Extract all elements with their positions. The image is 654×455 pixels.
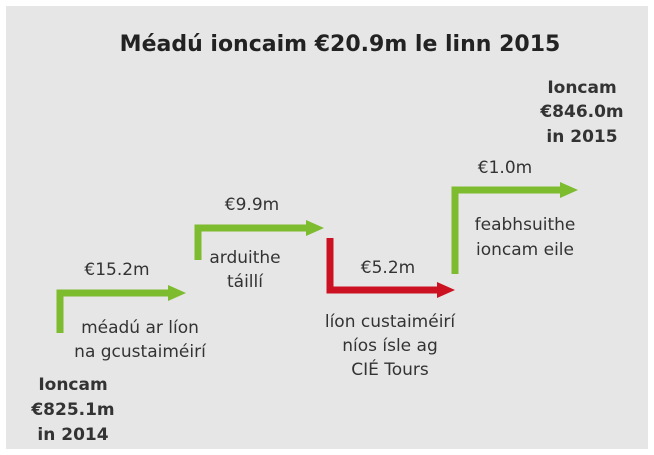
step-amount: €15.2m — [84, 260, 149, 280]
step-amount: €5.2m — [361, 258, 415, 278]
step-description: arduithe — [209, 248, 280, 268]
step-description: méadú ar líon — [81, 318, 199, 338]
start-label: €825.1m — [30, 400, 114, 420]
start-label: Ioncam — [38, 375, 107, 395]
arrow-head — [306, 220, 324, 236]
arrow-head — [560, 182, 578, 198]
step-description: ioncam eile — [476, 240, 574, 260]
step-description: feabhsuithe — [475, 215, 576, 235]
step-description: níos ísle ag — [342, 336, 438, 356]
arrow — [326, 238, 437, 294]
panel — [6, 6, 648, 449]
arrow-head — [168, 285, 186, 301]
step-amount: €1.0m — [478, 158, 532, 178]
arrow — [451, 186, 560, 274]
arrow — [194, 224, 306, 260]
end-label: Ioncam — [547, 78, 616, 98]
arrow-head — [437, 282, 455, 298]
arrow — [56, 289, 168, 333]
title: Méadú ioncaim €20.9m le linn 2015 — [120, 32, 561, 57]
end-label: in 2015 — [546, 127, 617, 147]
step-description: líon custaiméirí — [325, 312, 457, 332]
step-description: táillí — [227, 272, 264, 292]
step-description: na gcustaiméirí — [74, 342, 207, 362]
step-amount: €9.9m — [225, 195, 279, 215]
start-label: in 2014 — [37, 425, 108, 445]
end-label: €846.0m — [539, 102, 623, 122]
step-description: CIÉ Tours — [351, 358, 429, 380]
